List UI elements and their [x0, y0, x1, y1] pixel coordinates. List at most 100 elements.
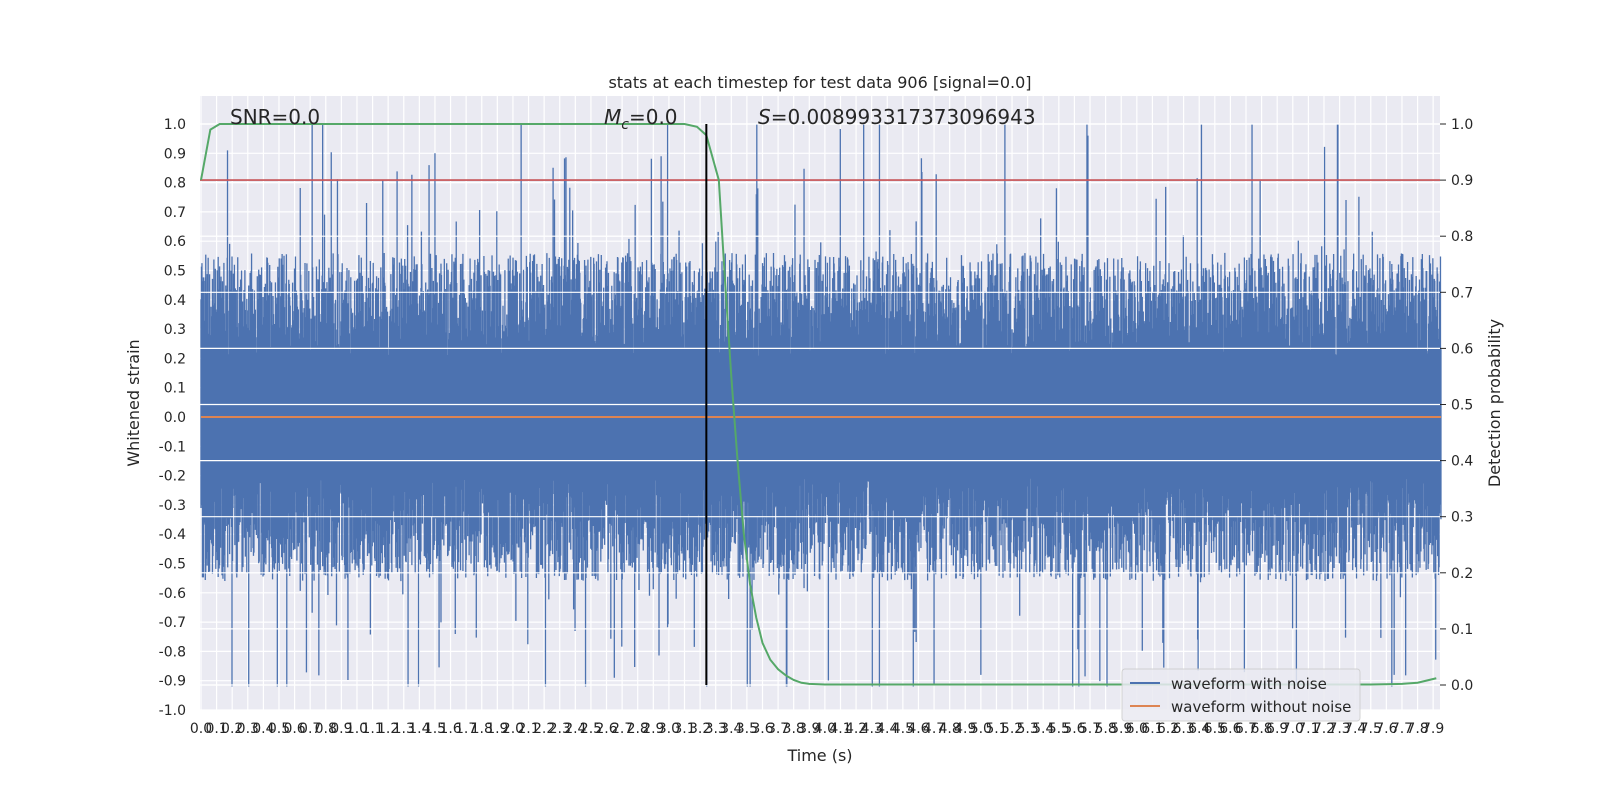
y-tick-label: -0.7 — [159, 615, 186, 631]
x-tick-label: 3.0 — [658, 721, 680, 737]
x-tick-label: 0.5 — [268, 721, 290, 737]
x-tick-label: 4.4 — [876, 721, 898, 737]
x-tick-label: 6.0 — [1126, 721, 1148, 737]
waveform-with-noise-line — [200, 124, 1442, 687]
x-tick-label: 4.6 — [907, 721, 929, 737]
y2-tick-label: 0.8 — [1451, 229, 1473, 245]
y-tick-label: 0.4 — [164, 293, 186, 309]
x-tick-label: 6.1 — [1141, 721, 1163, 737]
x-tick-label: 7.7 — [1391, 721, 1413, 737]
x-tick-label: 6.8 — [1250, 721, 1272, 737]
x-tick-label: 3.4 — [720, 721, 742, 737]
x-tick-label: 1.8 — [471, 721, 493, 737]
x-tick-label: 0.8 — [315, 721, 337, 737]
x-tick-label: 6.3 — [1172, 721, 1194, 737]
x-tick-label: 7.5 — [1360, 721, 1382, 737]
x-tick-label: 6.4 — [1188, 721, 1210, 737]
y-tick-label: -0.9 — [159, 674, 186, 690]
x-tick-label: 6.2 — [1157, 721, 1179, 737]
x-tick-label: 3.9 — [798, 721, 820, 737]
x-tick-label: 4.5 — [892, 721, 914, 737]
x-tick-label: 4.7 — [923, 721, 945, 737]
y-tick-label: 0.0 — [164, 410, 186, 426]
y-tick-label: 0.7 — [164, 205, 186, 221]
x-tick-label: 4.8 — [939, 721, 961, 737]
legend: waveform with noise waveform without noi… — [1121, 668, 1361, 722]
x-tick-label: 1.2 — [377, 721, 399, 737]
x-tick-label: 7.4 — [1344, 721, 1366, 737]
x-tick-label: 4.9 — [954, 721, 976, 737]
x-tick-label: 3.2 — [689, 721, 711, 737]
x-tick-label: 5.8 — [1094, 721, 1116, 737]
x-tick-label: 0.9 — [330, 721, 352, 737]
x-tick-label: 7.3 — [1328, 721, 1350, 737]
x-tick-label: 2.9 — [642, 721, 664, 737]
y-tick-label: 1.0 — [164, 117, 186, 133]
y2-tick-label: 0.5 — [1451, 398, 1473, 414]
x-tick-label: 5.1 — [985, 721, 1007, 737]
y-tick-label: -0.8 — [159, 644, 186, 660]
x-tick-label: 4.1 — [829, 721, 851, 737]
x-tick-label: 5.9 — [1110, 721, 1132, 737]
x-tick-label: 3.3 — [705, 721, 727, 737]
x-tick-label: 6.5 — [1204, 721, 1226, 737]
x-tick-label: 7.2 — [1313, 721, 1335, 737]
x-tick-label: 1.5 — [424, 721, 446, 737]
x-tick-label: 2.2 — [533, 721, 555, 737]
chirp-mass-annotation: Mc=0.0 — [604, 105, 678, 133]
y-tick-label: -1.0 — [159, 703, 186, 719]
x-tick-label: 1.3 — [393, 721, 415, 737]
x-tick-label: 5.0 — [970, 721, 992, 737]
x-axis-label: Time (s) — [786, 746, 852, 765]
y2-tick-label: 0.6 — [1451, 341, 1473, 357]
x-tick-label: 2.4 — [564, 721, 586, 737]
y-tick-label: -0.3 — [159, 498, 186, 514]
x-tick-label: 3.6 — [751, 721, 773, 737]
x-tick-label: 5.6 — [1063, 721, 1085, 737]
x-tick-label: 1.7 — [455, 721, 477, 737]
x-tick-label: 2.7 — [611, 721, 633, 737]
x-tick-label: 6.9 — [1266, 721, 1288, 737]
y2-tick-label: 0.1 — [1451, 622, 1473, 638]
y-tick-label: -0.6 — [159, 586, 186, 602]
x-tick-label: 5.4 — [1032, 721, 1054, 737]
y2-tick-label: 0.0 — [1451, 678, 1473, 694]
x-tick-label: 5.3 — [1017, 721, 1039, 737]
chirp-mass-subscript: c — [621, 117, 629, 133]
x-tick-label: 7.9 — [1422, 721, 1444, 737]
y-tick-label: 0.2 — [164, 351, 186, 367]
y2-tick-label: 0.7 — [1451, 285, 1473, 301]
y-tick-label: 0.3 — [164, 322, 186, 338]
legend-label-waveform-without-noise: waveform without noise — [1171, 698, 1351, 716]
x-tick-label: 6.6 — [1219, 721, 1241, 737]
y-tick-label: -0.4 — [159, 527, 186, 543]
x-tick-label: 0.1 — [205, 721, 227, 737]
x-tick-label: 4.2 — [845, 721, 867, 737]
x-tick-label: 2.0 — [502, 721, 524, 737]
y-axis-label: Whitened strain — [124, 339, 143, 466]
y2-tick-label: 0.4 — [1451, 454, 1473, 470]
x-tick-label: 2.1 — [517, 721, 539, 737]
y-tick-label: -0.5 — [159, 557, 186, 573]
x-tick-label: 1.6 — [439, 721, 461, 737]
x-tick-label: 5.2 — [1001, 721, 1023, 737]
x-tick-label: 5.7 — [1079, 721, 1101, 737]
chirp-mass-value: =0.0 — [629, 105, 678, 129]
y2-axis-label: Detection probability — [1485, 319, 1504, 487]
y-tick-label: -0.1 — [159, 439, 186, 455]
y2-tick-label: 0.3 — [1451, 510, 1473, 526]
x-tick-label: 1.9 — [486, 721, 508, 737]
s-symbol: S — [758, 105, 771, 129]
x-tick-label: 4.0 — [814, 721, 836, 737]
y-tick-label: -0.2 — [159, 469, 186, 485]
x-tick-label: 4.3 — [861, 721, 883, 737]
chart-title: stats at each timestep for test data 906… — [608, 73, 1031, 92]
x-tick-label: 3.7 — [767, 721, 789, 737]
y-tick-label: 0.6 — [164, 234, 186, 250]
x-tick-label: 1.1 — [361, 721, 383, 737]
y-tick-label: 0.8 — [164, 176, 186, 192]
x-tick-label: 1.0 — [346, 721, 368, 737]
y-tick-label: 0.1 — [164, 381, 186, 397]
x-tick-label: 0.2 — [221, 721, 243, 737]
